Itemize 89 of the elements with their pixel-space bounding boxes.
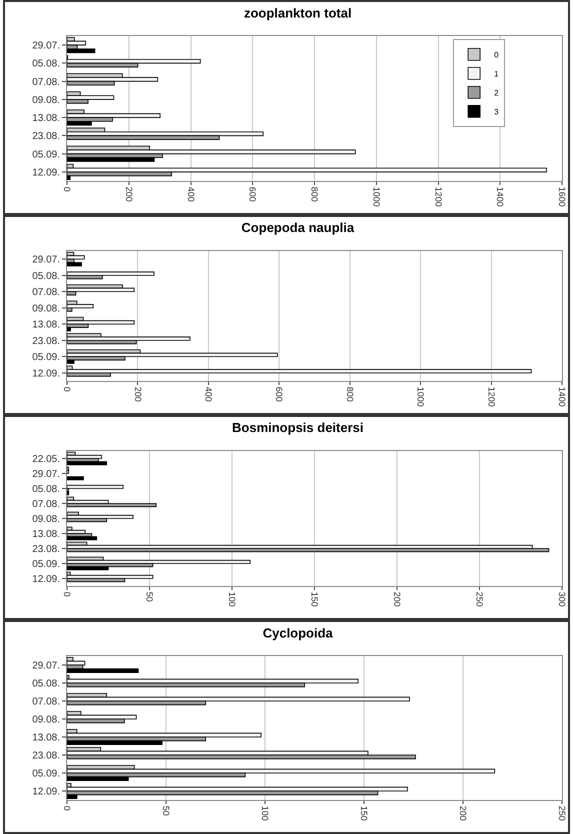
x-tick-label: 200 — [124, 186, 134, 202]
bar — [67, 484, 124, 489]
x-tick-label: 300 — [557, 592, 568, 607]
x-tick-label: 1000 — [371, 186, 382, 207]
bar — [67, 95, 114, 100]
x-tick-label: 800 — [344, 386, 355, 402]
bar — [67, 272, 154, 276]
y-tick-label: 09.08. — [32, 514, 60, 525]
y-tick-label: 23.08. — [32, 131, 60, 142]
y-tick-label: 05.09. — [32, 149, 60, 160]
x-tick-label: 200 — [132, 386, 143, 402]
y-tick-label: 05.09. — [32, 352, 60, 364]
legend-label: 2 — [494, 88, 500, 98]
x-tick-label: 150 — [359, 806, 370, 821]
y-tick-label: 07.08. — [32, 287, 60, 298]
x-tick-label: 1600 — [557, 186, 568, 207]
y-tick-label: 05.08. — [32, 678, 60, 690]
x-tick-label: 0 — [62, 386, 72, 392]
bar — [67, 77, 158, 82]
x-tick-label: 150 — [310, 592, 320, 607]
y-tick-label: 12.09. — [32, 368, 60, 380]
chart-title: Cyclopoida — [262, 625, 334, 640]
bar — [67, 668, 139, 674]
x-tick-label: 250 — [474, 592, 485, 607]
x-tick-label: 1200 — [486, 386, 496, 407]
y-tick-label: 09.08. — [32, 303, 60, 314]
x-tick-label: 0 — [62, 592, 72, 597]
y-tick-label: 13.08. — [32, 113, 60, 124]
bar — [67, 304, 94, 308]
x-tick-label: 1000 — [416, 386, 426, 407]
x-tick-label: 0 — [62, 806, 72, 811]
x-tick-label: 200 — [458, 806, 468, 821]
y-tick-label: 05.08. — [32, 484, 60, 495]
y-tick-label: 07.08. — [32, 76, 60, 88]
bar — [67, 369, 532, 374]
y-tick-label: 12.09. — [32, 574, 60, 585]
bar — [67, 476, 84, 480]
bar — [67, 336, 190, 341]
bar — [67, 548, 550, 552]
y-tick-label: 07.08. — [32, 499, 60, 510]
x-tick-label: 100 — [227, 592, 238, 607]
y-tick-label: 09.08. — [32, 714, 60, 726]
x-tick-label: 1400 — [495, 186, 506, 207]
chart-title: zooplankton total — [244, 5, 352, 20]
x-tick-label: 600 — [248, 186, 258, 202]
x-tick-label: 250 — [557, 806, 568, 821]
legend-label: 1 — [494, 70, 500, 79]
legend-label: 3 — [494, 108, 500, 117]
y-tick-label: 13.08. — [32, 732, 60, 744]
y-tick-label: 05.09. — [32, 559, 60, 570]
y-tick-label: 29.07. — [32, 254, 60, 266]
bar — [67, 168, 547, 172]
y-tick-label: 23.08. — [32, 336, 60, 347]
bar — [67, 48, 96, 54]
y-tick-label: 22.05. — [32, 454, 60, 465]
y-tick-label: 07.08. — [32, 696, 60, 708]
x-tick-label: 50 — [144, 592, 155, 602]
x-tick-label: 400 — [204, 386, 214, 402]
bar — [67, 288, 135, 292]
bar — [67, 754, 416, 760]
y-tick-label: 12.09. — [32, 786, 60, 798]
chart-title: Copepoda nauplia — [241, 220, 355, 235]
x-tick-label: 1200 — [433, 186, 444, 207]
y-tick-label: 12.09. — [32, 167, 60, 178]
y-tick-label: 23.08. — [32, 544, 60, 555]
y-tick-label: 29.07. — [32, 660, 60, 672]
x-tick-label: 50 — [161, 806, 172, 816]
x-tick-label: 200 — [392, 592, 402, 607]
x-tick-label: 400 — [186, 186, 196, 202]
bar — [67, 503, 156, 508]
x-tick-label: 0 — [62, 186, 72, 192]
x-tick-label: 100 — [260, 806, 270, 821]
x-tick-label: 1400 — [557, 386, 568, 407]
y-tick-label: 05.08. — [32, 58, 60, 70]
x-tick-label: 800 — [310, 186, 320, 202]
bar — [67, 58, 201, 64]
legend-label: 0 — [494, 50, 500, 60]
bar — [67, 150, 356, 154]
y-tick-label: 13.08. — [32, 529, 60, 540]
x-tick-label: 600 — [274, 386, 284, 402]
y-tick-label: 05.08. — [32, 270, 60, 282]
y-tick-label: 09.08. — [32, 94, 60, 106]
y-tick-label: 23.08. — [32, 750, 60, 762]
y-tick-label: 05.09. — [32, 768, 60, 780]
chart-title: Bosminopsis deitersi — [232, 420, 364, 436]
y-tick-label: 29.07. — [32, 40, 60, 52]
y-tick-label: 13.08. — [32, 320, 60, 331]
bar — [67, 262, 82, 266]
y-tick-label: 29.07. — [32, 469, 60, 480]
